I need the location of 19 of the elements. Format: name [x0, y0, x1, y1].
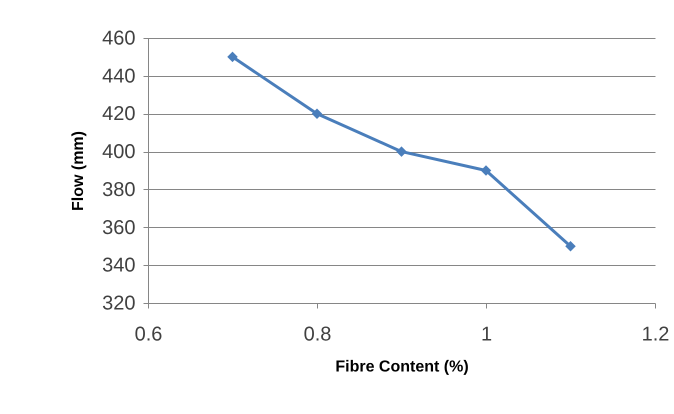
point	[480, 165, 492, 176]
point	[227, 52, 238, 62]
y-tick-label: 440	[102, 65, 136, 88]
x-tick-label: 1.2	[642, 324, 670, 346]
x-tick-label: 1	[480, 324, 492, 346]
y-tick-label: 380	[102, 178, 136, 201]
y-tick-label: 420	[102, 103, 136, 126]
x-axis-title: Fibre Content (%)	[335, 358, 469, 376]
x-tick-label: 0.6	[134, 324, 162, 346]
y-tick-label: 320	[102, 292, 136, 314]
point	[396, 146, 407, 157]
y-axis-title: Flow (mm)	[70, 131, 88, 211]
y-tick-label: 460	[102, 28, 136, 50]
point	[312, 108, 322, 119]
y-tick-label: 340	[102, 254, 136, 277]
y-tick-label: 400	[102, 141, 136, 164]
point	[565, 240, 576, 252]
y-tick-label: 360	[102, 216, 136, 239]
x-tick-label: 0.8	[304, 324, 332, 346]
